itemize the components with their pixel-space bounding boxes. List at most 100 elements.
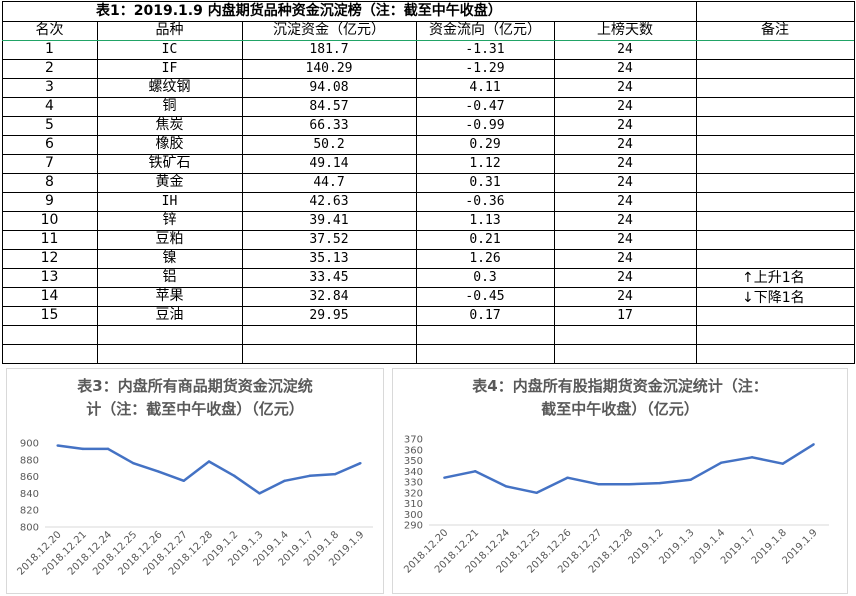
- y-tick-label: 360: [404, 445, 423, 456]
- capital-cell: 94.08: [309, 80, 349, 95]
- variety-cell: 豆粕: [155, 231, 184, 247]
- rank-cell: 5: [45, 117, 54, 133]
- days-cell: 24: [617, 156, 633, 171]
- capital-cell: 33.45: [309, 270, 349, 285]
- grid-line: [2, 344, 854, 345]
- data-point: [258, 492, 261, 495]
- note-up-text: 上升1名: [753, 270, 805, 286]
- rank-cell: 2: [45, 60, 54, 76]
- variety-cell: 铁矿石: [148, 155, 191, 171]
- data-point: [597, 482, 600, 486]
- variety-cell: 焦炭: [155, 117, 184, 133]
- data-point: [207, 460, 211, 463]
- variety-cell: 苹果: [155, 288, 184, 304]
- grid-line: [2, 78, 854, 79]
- y-tick-label: 320: [404, 488, 423, 499]
- series-line: [444, 443, 815, 495]
- grid-line: [2, 287, 854, 288]
- grid-line: [2, 135, 854, 136]
- y-tick-label: 290: [404, 521, 423, 532]
- note-rank-up: ↑上升1名: [742, 269, 805, 288]
- rank-cell: 11: [40, 231, 59, 247]
- days-cell: 24: [617, 118, 633, 133]
- capital-cell: 50.2: [313, 137, 345, 152]
- days-cell: 17: [617, 308, 633, 323]
- days-cell: 24: [617, 61, 633, 76]
- chart-index-futures[interactable]: 表4：内盘所有股指期货资金沉淀统计（注： 截至中午收盘）（亿元） 290 300 310…: [392, 368, 848, 594]
- flow-cell: 4.11: [469, 80, 501, 95]
- y-tick-label: 820: [20, 506, 39, 517]
- table-title: 表1：2019.1.9 内盘期货品种资金沉淀榜（注：截至中午收盘）: [96, 3, 502, 19]
- grid-line: [2, 211, 854, 212]
- rank-cell: 4: [45, 98, 54, 114]
- days-cell: 24: [617, 80, 633, 95]
- data-point: [308, 474, 312, 477]
- rank-cell: 8: [45, 174, 54, 190]
- note-rank-down: ↓下降1名: [742, 289, 805, 308]
- days-cell: 24: [617, 213, 633, 228]
- variety-cell: 锌: [162, 212, 177, 228]
- capital-cell: 42.63: [309, 194, 349, 209]
- chart-title: 表4：内盘所有股指期货资金沉淀统计（注：: [472, 377, 767, 395]
- flow-cell: 0.17: [469, 308, 501, 323]
- data-point: [812, 443, 815, 446]
- y-tick-label: 350: [404, 456, 423, 467]
- flow-cell: -0.45: [465, 289, 505, 304]
- data-point: [535, 491, 538, 494]
- grid-line: [854, 1, 855, 364]
- rank-cell: 15: [40, 307, 59, 323]
- rank-cell: 10: [40, 212, 59, 228]
- days-cell: 24: [617, 99, 633, 114]
- data-point: [658, 481, 661, 485]
- capital-cell: 35.13: [309, 251, 349, 266]
- note-down-text: 下降1名: [753, 290, 805, 306]
- flow-cell: -1.31: [465, 42, 505, 57]
- variety-cell: 螺纹钢: [148, 79, 191, 95]
- grid-line: [2, 192, 854, 193]
- grid-line: [2, 40, 854, 41]
- days-cell: 24: [617, 251, 633, 266]
- column-header: 备注: [761, 22, 789, 38]
- capital-cell: 49.14: [309, 156, 349, 171]
- grid-line: [2, 59, 854, 60]
- data-point: [106, 447, 110, 451]
- data-point: [182, 479, 185, 482]
- capital-cell: 140.29: [305, 61, 353, 76]
- data-point: [443, 476, 446, 479]
- column-header: 沉淀资金（亿元）: [273, 22, 385, 38]
- grid-line: [2, 363, 854, 364]
- arrow-up-icon: ↑: [742, 270, 754, 286]
- grid-line: [2, 154, 854, 155]
- capital-cell: 39.41: [309, 213, 349, 228]
- data-point: [132, 461, 135, 465]
- rank-cell: 3: [45, 79, 54, 95]
- data-point: [81, 447, 85, 451]
- y-tick-label: 860: [20, 472, 39, 483]
- variety-cell: 铝: [162, 269, 177, 285]
- data-point: [504, 485, 508, 488]
- y-tick-label: 330: [404, 478, 423, 489]
- capital-cell: 181.7: [309, 42, 349, 57]
- column-header: 品种: [155, 22, 184, 38]
- capital-cell: 37.52: [309, 232, 349, 247]
- days-cell: 24: [617, 42, 633, 57]
- grid-line: [2, 173, 854, 174]
- grid-line: [2, 249, 854, 250]
- capital-cell: 44.7: [313, 175, 345, 190]
- flow-cell: -0.47: [465, 99, 505, 114]
- flow-cell: -1.29: [465, 61, 505, 76]
- rank-cell: 1: [45, 41, 54, 57]
- grid-line: [2, 1, 854, 2]
- chart-commodity-futures[interactable]: 表3：内盘所有商品期货资金沉淀统 计（注：截至中午收盘）（亿元） 800 820 840…: [6, 368, 384, 594]
- arrow-down-icon: ↓: [742, 290, 754, 306]
- rank-cell: 7: [45, 155, 54, 171]
- line-chart-svg: 表4：内盘所有股指期货资金沉淀统计（注： 截至中午收盘）（亿元） 290300310…: [402, 377, 829, 576]
- grid-line: [2, 325, 854, 326]
- data-point: [233, 474, 236, 477]
- variety-cell: 镍: [162, 250, 177, 266]
- data-point: [566, 476, 569, 479]
- data-point: [283, 479, 286, 482]
- rank-cell: 9: [45, 193, 54, 209]
